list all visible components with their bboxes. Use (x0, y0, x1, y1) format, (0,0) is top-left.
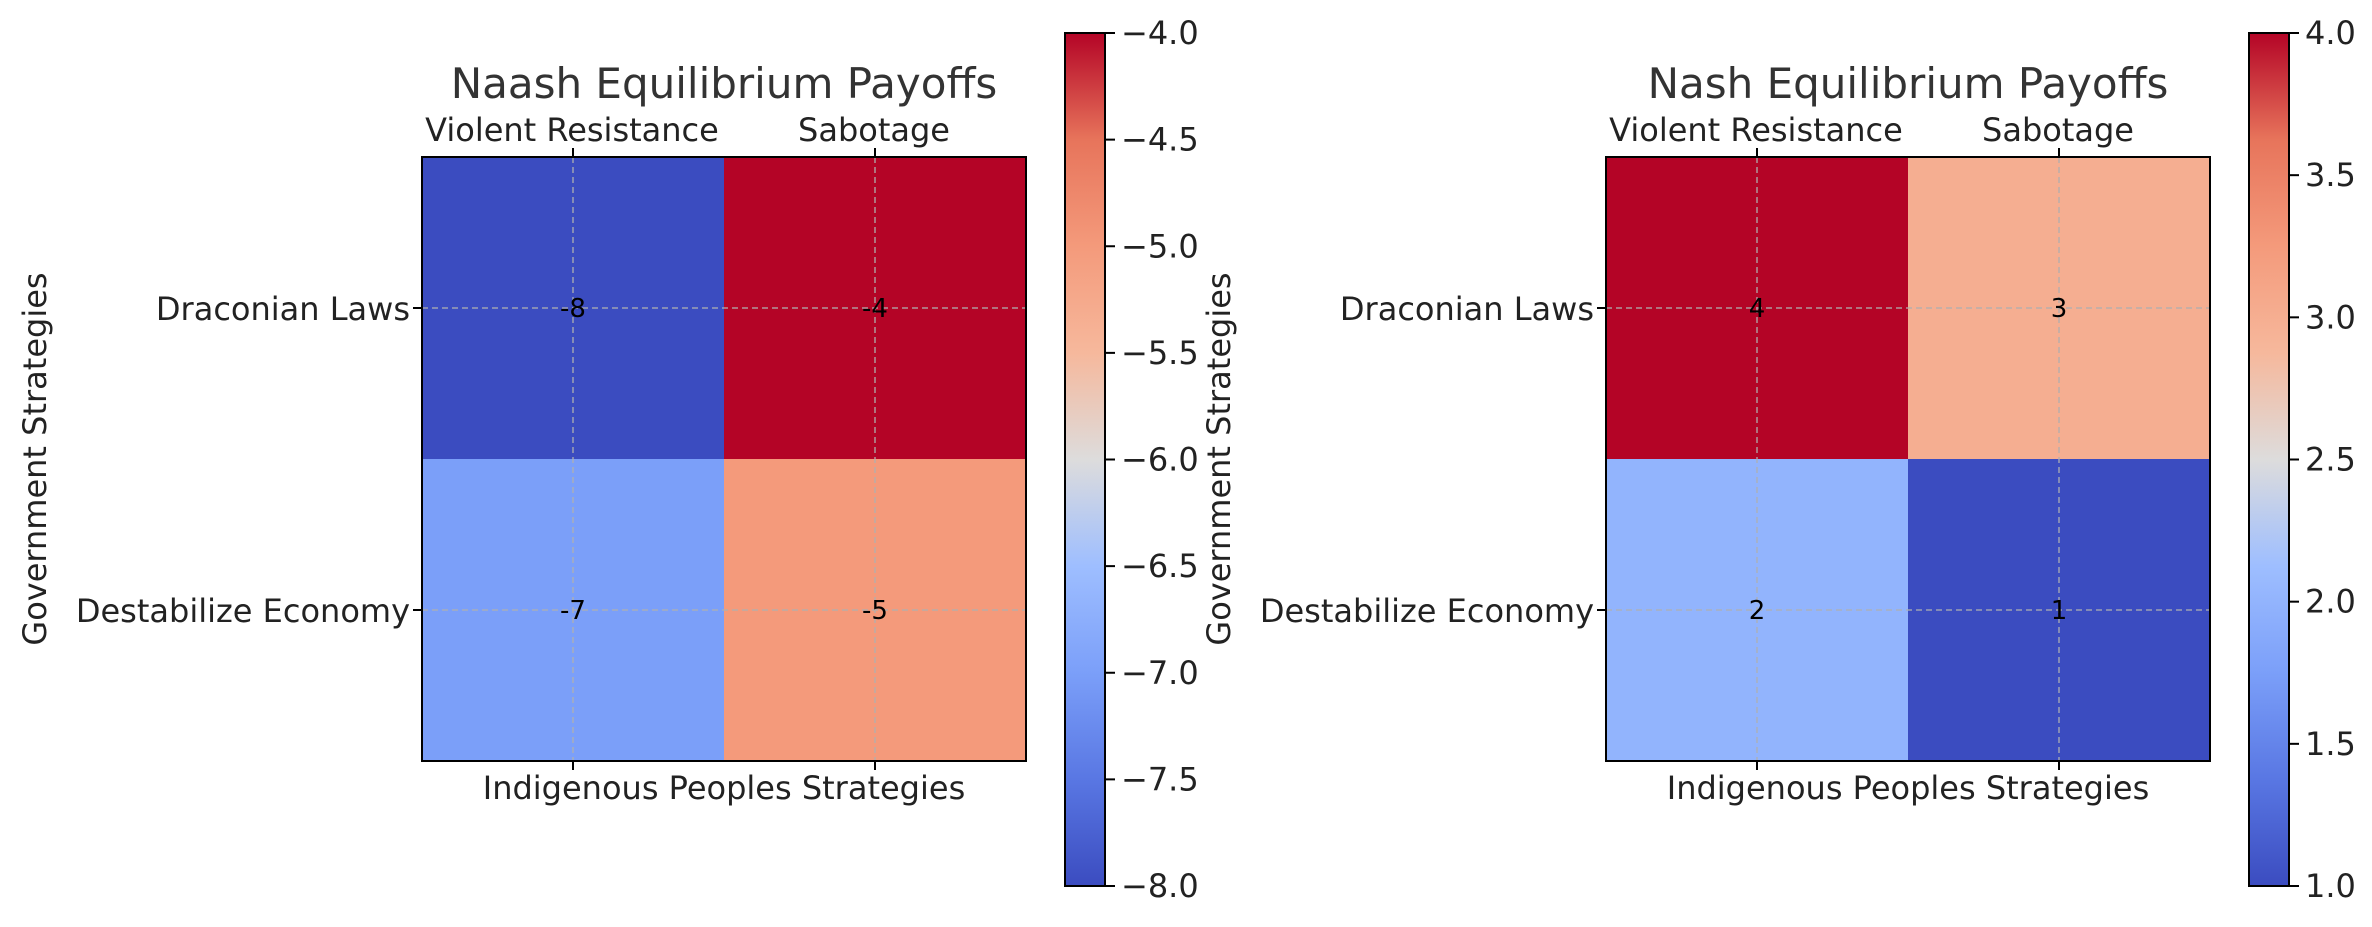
row-label-draconian-laws: Draconian Laws (156, 290, 410, 328)
column-label-sabotage: Sabotage (798, 111, 950, 149)
colorbar: 4.0 3.5 3.0 2.5 2.0 1.5 1.0 (2248, 14, 2356, 905)
colorbar-tick-label: −4.5 (1121, 121, 1199, 159)
cell-labels: -8 -4 -7 -5 (560, 294, 888, 626)
heatmap-panel-1: Naash Equilibrium Payoffs Violent Resist… (16, 14, 1199, 905)
cell-value-label: -8 (560, 294, 586, 324)
heatmap-panel-2: Nash Equilibrium Payoffs Violent Resista… (1200, 14, 2356, 905)
heatmap-cells (422, 157, 1026, 761)
colorbar-tick-label: 2.5 (2305, 441, 2356, 479)
x-axis-label: Indigenous Peoples Strategies (483, 769, 965, 807)
colorbar-tick-label: −5.0 (1121, 227, 1199, 265)
colorbar-tick-label: −4.0 (1121, 14, 1199, 52)
colorbar-ticks: −4.0 −4.5 −5.0 −5.5 −6.0 −6.5 −7.0 −7.5 −8.0 (1105, 14, 1199, 905)
colorbar-tick-label: −5.5 (1121, 334, 1199, 372)
colorbar-tick-label: 2.0 (2305, 583, 2356, 621)
chart-title: Naash Equilibrium Payoffs (451, 59, 998, 108)
x-axis-label: Indigenous Peoples Strategies (1667, 769, 2149, 807)
column-label-violent-resistance: Violent Resistance (425, 111, 719, 149)
y-axis-label: Government Strategies (1200, 272, 1238, 645)
colorbar-tick-label: 4.0 (2305, 14, 2356, 52)
cell-value-label: 1 (2051, 596, 2068, 626)
colorbar-gradient (2248, 32, 2290, 887)
colorbar: −4.0 −4.5 −5.0 −5.5 −6.0 −6.5 −7.0 −7.5 −8.0 (1064, 14, 1199, 905)
colorbar-tick-label: 3.0 (2305, 298, 2356, 336)
heatmap-cells (1606, 157, 2210, 761)
row-label-draconian-laws: Draconian Laws (1340, 290, 1594, 328)
colorbar-tick-label: −6.5 (1121, 547, 1199, 585)
cell-value-label: -5 (862, 596, 888, 626)
cell-value-label: 4 (1749, 294, 1766, 324)
colorbar-ticks: 4.0 3.5 3.0 2.5 2.0 1.5 1.0 (2289, 14, 2356, 905)
column-label-violent-resistance: Violent Resistance (1609, 111, 1903, 149)
row-label-destabilize-economy: Destabilize Economy (1260, 592, 1594, 630)
cell-value-label: -7 (560, 596, 586, 626)
colorbar-tick-label: −6.0 (1121, 441, 1199, 479)
colorbar-tick-label: 1.0 (2305, 867, 2356, 905)
colorbar-tick-label: −7.5 (1121, 760, 1199, 798)
plot-frame (421, 156, 1027, 762)
axis-ticks (413, 148, 876, 770)
plot-frame (1605, 156, 2211, 762)
axis-ticks (1597, 148, 2060, 770)
cell-labels: 4 3 2 1 (1749, 294, 2068, 626)
chart-title: Nash Equilibrium Payoffs (1648, 59, 2169, 108)
colorbar-gradient (1064, 32, 1106, 887)
cell-value-label: 3 (2051, 294, 2068, 324)
colorbar-tick-label: 3.5 (2305, 156, 2356, 194)
column-label-sabotage: Sabotage (1982, 111, 2134, 149)
grid-lines (1606, 157, 2210, 761)
row-label-destabilize-economy: Destabilize Economy (76, 592, 410, 630)
cell-value-label: -4 (862, 294, 888, 324)
cell-value-label: 2 (1749, 596, 1766, 626)
colorbar-tick-label: −7.0 (1121, 654, 1199, 692)
grid-lines (422, 157, 1026, 761)
colorbar-tick-label: 1.5 (2305, 725, 2356, 763)
y-axis-label: Government Strategies (16, 272, 54, 645)
colorbar-tick-label: −8.0 (1121, 867, 1199, 905)
